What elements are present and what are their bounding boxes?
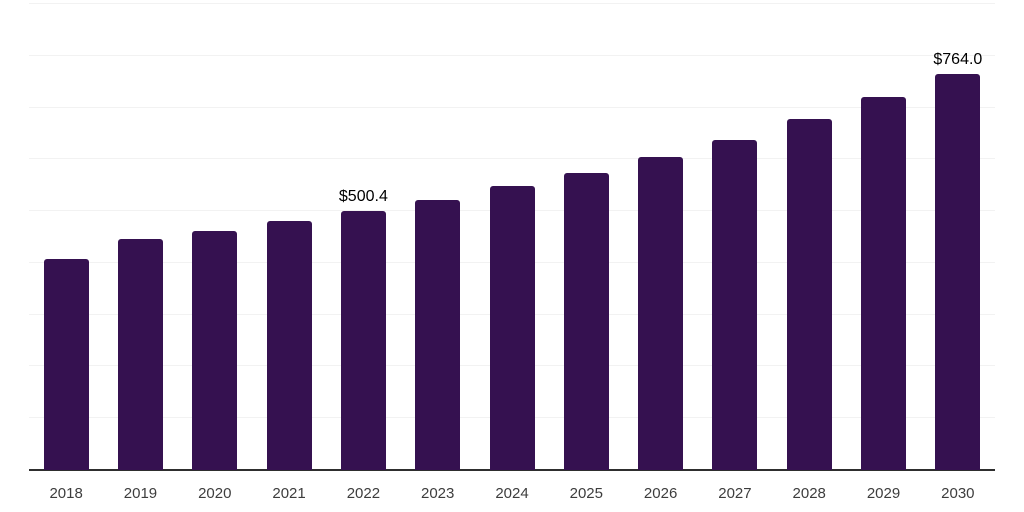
plot-area: $500.4 $764.0: [29, 3, 995, 471]
gridline-600: [29, 158, 995, 160]
gridline-700: [29, 106, 995, 108]
x-tick-label-2019: 2019: [123, 485, 158, 502]
bar-2018: [43, 258, 89, 470]
bar-2028: [786, 119, 832, 470]
bar-2023: [415, 199, 461, 470]
bar-2019: [117, 238, 163, 470]
x-tick-label-2028: 2028: [792, 485, 826, 502]
bar-2029: [861, 97, 907, 470]
x-tick-label-2025: 2025: [569, 485, 603, 502]
bar-2024: [489, 186, 535, 470]
bar-2030: [935, 74, 981, 470]
x-tick-label-2024: 2024: [495, 485, 529, 502]
x-axis-line: [29, 469, 995, 471]
x-tick-label-2018: 2018: [49, 485, 83, 502]
x-tick-label-2022: 2022: [346, 485, 381, 502]
gridline-800: [29, 54, 995, 56]
data-label-2022: $500.4: [338, 187, 388, 205]
x-tick-label-2023: 2023: [421, 485, 455, 502]
bar-2021: [266, 221, 312, 470]
bar-2025: [563, 173, 609, 470]
bar-2027: [712, 139, 758, 470]
x-tick-label-2026: 2026: [643, 485, 678, 502]
bar-2026: [638, 156, 684, 470]
x-tick-label-2027: 2027: [718, 485, 752, 502]
x-axis-tick-labels: 2018 2019 2020 2021 2022 2023 2024 2025 2026 2027…: [29, 484, 995, 504]
bar-2022: [340, 210, 386, 470]
data-label-2030: $764.0: [933, 51, 983, 69]
x-tick-label-2020: 2020: [198, 485, 232, 502]
gridline-900: [29, 3, 995, 4]
x-tick-label-2030: 2030: [941, 485, 975, 502]
x-tick-label-2029: 2029: [866, 485, 901, 502]
x-tick-label-2021: 2021: [272, 485, 306, 502]
bar-2020: [192, 230, 238, 470]
